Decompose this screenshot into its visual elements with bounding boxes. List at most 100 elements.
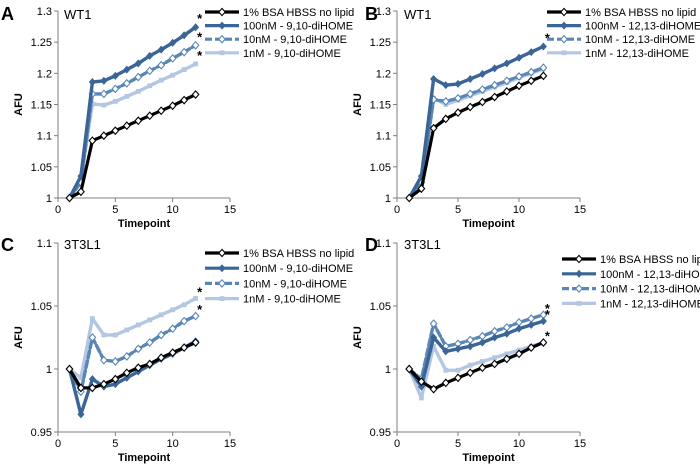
panel-c-data-point [181, 302, 187, 308]
panel-b-data-point [454, 93, 462, 103]
panel-b-y-tick-label: 1.15 [370, 100, 391, 112]
panel-a-series-1-bsa-hbss-no-lipid [65, 90, 200, 203]
panel-d-legend-item: 10nM - 12,13-diHOME [562, 284, 700, 296]
panel-d-legend-item: 1% BSA HBSS no lipid [562, 254, 700, 266]
panel-c-series-line [67, 340, 198, 390]
panel-d-data-point [417, 377, 426, 387]
panel-b-y-tick-label: 1.25 [370, 37, 391, 49]
panel-d-data-point [478, 338, 486, 347]
panel-c-title: 3T3L1 [64, 237, 101, 252]
panel-a-data-point [99, 89, 108, 99]
panel-a-y-tick-label: 1.3 [37, 6, 52, 18]
panel-b-data-point [490, 92, 499, 102]
panel-b-series-line [407, 65, 546, 200]
panel-b-data-point [491, 64, 499, 73]
panel-a-series-line [67, 25, 198, 200]
panel-c-data-point [134, 363, 143, 373]
panel-c-data-point [99, 355, 108, 365]
panel-d-data-point [466, 368, 475, 378]
panel-d-legend-item: 100nM - 12,13-diHOME [562, 269, 700, 281]
panel-b-data-point [417, 184, 426, 194]
panel-d-significance-marker: * [545, 307, 551, 322]
panel-b-x-tick-label: 5 [455, 204, 461, 216]
panel-a-significance-marker: * [197, 29, 203, 44]
panel-c-legend-marker [218, 264, 226, 273]
panel-a-data-point [192, 23, 200, 32]
panel-a-data-point [134, 59, 142, 68]
panel-b-legend-label: 10nM - 12,13-diHOME [585, 34, 695, 46]
panel-b-data-point [515, 53, 523, 62]
panel-a-data-point [76, 187, 85, 197]
panel-b-x-tick-label: 15 [574, 204, 586, 216]
panel-a-data-point [169, 38, 177, 47]
panel-d-data-point [417, 382, 425, 391]
panel-b-data-point [405, 193, 414, 203]
panel-a-data-point [101, 102, 107, 108]
panel-a-data-point [168, 53, 177, 63]
panel-a-legend-label: 1nM - 9,10-diHOME [243, 48, 341, 60]
panel-b-data-point [539, 63, 548, 73]
panel-a-data-point [145, 111, 154, 121]
panel-c-legend-label: 1% BSA HBSS no lipid [243, 248, 354, 260]
panel-d-data-point [455, 367, 461, 373]
panel-b-data-point [478, 69, 486, 78]
panel-b-data-point [466, 74, 474, 83]
panel-b-data-point [490, 80, 499, 90]
panel-b-data-point [442, 81, 450, 90]
panel-c-data-point [101, 332, 107, 338]
panel-d-data-point [419, 395, 424, 401]
panel-c-legend: 1% BSA HBSS no lipid 100nM - 9,10-diHOME 1… [205, 248, 354, 306]
panel-a-y-axis-label: AFU [13, 93, 25, 116]
panel-b-x-tick-label: 10 [513, 204, 525, 216]
panel-a-data-point [122, 121, 131, 131]
panel-a-data-point [191, 40, 200, 50]
panel-a-y-tick-label: 1.25 [31, 37, 52, 49]
panel-d-data-point [515, 324, 523, 333]
panel-c-data-point [88, 383, 97, 393]
panel-b-legend-marker [560, 34, 568, 44]
panel-a-x-tick-label: 10 [167, 204, 179, 216]
panel-a-legend-label: 100nM - 9,10-diHOME [243, 21, 353, 33]
panel-c-y-tick-label: 1.1 [37, 238, 52, 250]
panel-a-data-point [90, 101, 95, 107]
panel-b-legend-item: 10nM - 12,13-diHOME [547, 34, 695, 46]
panel-c-data-point [77, 410, 85, 419]
panel-c-data-point [122, 351, 131, 361]
panel-a-x-tick-label: 5 [112, 204, 118, 216]
panel-c-data-point [191, 311, 200, 321]
panel-d-x-tick-label: 0 [394, 438, 400, 450]
panel-a-legend-marker [218, 7, 226, 17]
panel-a-data-point [99, 131, 108, 141]
panel-b-series-100nm-12-13-dihome: * [405, 31, 551, 203]
panel-a-x-tick-label: 15 [224, 204, 236, 216]
panel-a-data-point [135, 89, 141, 94]
panel-d-data-point [478, 363, 487, 373]
panel-c-x-axis-label: Timepoint [118, 452, 171, 464]
panel-c-legend-marker [218, 278, 226, 288]
panel-d-data-point [539, 338, 548, 347]
panel-a-data-point [180, 31, 188, 40]
panel-c-data-point [135, 322, 141, 328]
panel-c-data-point [157, 330, 166, 340]
panel-b-legend-label: 100nM - 12,13-diHOME [585, 21, 700, 33]
panel-a-data-point [111, 71, 119, 80]
panel-b-legend-item: 100nM - 12,13-diHOME [547, 21, 700, 33]
panel-c-data-point [168, 348, 177, 358]
panel-c-data-point [111, 357, 120, 366]
panel-a-data-point [134, 72, 143, 82]
panel-d-data-point [405, 364, 414, 374]
panel-a-data-point [100, 76, 108, 85]
panel-a-data-point [122, 78, 131, 88]
panel-a-data-point [112, 98, 118, 104]
panel-d-x-axis-label: Timepoint [462, 452, 515, 464]
panel-a-legend-item: 100nM - 9,10-diHOME [205, 21, 353, 33]
panel-c-legend-label: 100nM - 9,10-diHOME [243, 263, 353, 275]
panel-c-data-point [111, 380, 119, 389]
panel-d-data-point [480, 359, 485, 364]
panel-b-data-point [539, 42, 547, 51]
panel-b-data-point [441, 96, 450, 106]
panel-c-data-point [123, 373, 131, 382]
panel-c-data-point [157, 353, 166, 363]
panel-c-series-1-bsa-hbss-no-lipid [65, 338, 200, 393]
panel-b-legend-label: 1nM - 12,13-diHOME [585, 48, 689, 60]
